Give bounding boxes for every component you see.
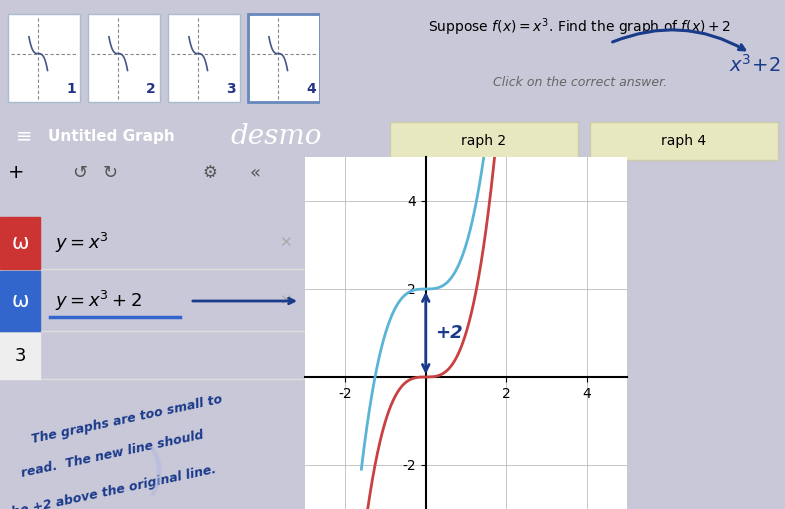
- Text: Untitled Graph: Untitled Graph: [48, 128, 175, 144]
- Text: 1: 1: [66, 82, 76, 96]
- Text: $x^3\!+\!2$: $x^3\!+\!2$: [729, 54, 781, 76]
- Text: $y=x^3+2$: $y=x^3+2$: [55, 289, 142, 313]
- Text: 2: 2: [146, 82, 156, 96]
- Text: ⚙: ⚙: [203, 164, 217, 182]
- Text: raph 4: raph 4: [662, 134, 706, 148]
- Text: +2: +2: [435, 324, 462, 342]
- Text: ✕: ✕: [279, 236, 291, 250]
- Text: be +2 above the original line.: be +2 above the original line.: [10, 463, 217, 509]
- Text: ): ): [144, 447, 166, 501]
- Bar: [8, 14, 80, 102]
- Bar: [0, 217, 40, 269]
- Text: 3: 3: [226, 82, 236, 96]
- Bar: [390, 122, 578, 160]
- Text: read.  The new line should: read. The new line should: [20, 428, 205, 480]
- Text: raph 2: raph 2: [462, 134, 506, 148]
- Text: 3: 3: [14, 347, 26, 365]
- Text: $y=x^3$: $y=x^3$: [55, 231, 108, 255]
- Text: desmo: desmo: [231, 123, 322, 150]
- Text: ≡: ≡: [16, 127, 32, 146]
- Bar: [88, 14, 160, 102]
- Text: «: «: [250, 164, 261, 182]
- Bar: [168, 14, 240, 102]
- Text: Click on the correct answer.: Click on the correct answer.: [493, 76, 667, 90]
- Text: ✕: ✕: [279, 294, 291, 308]
- Bar: [590, 122, 778, 160]
- Text: ↺: ↺: [72, 164, 88, 182]
- Bar: [0, 271, 40, 331]
- Bar: [248, 14, 320, 102]
- Text: ω: ω: [11, 291, 29, 311]
- Text: ↻: ↻: [102, 164, 118, 182]
- Text: 4: 4: [306, 82, 316, 96]
- Bar: [0, 333, 40, 379]
- Text: ω: ω: [11, 233, 29, 253]
- Text: +: +: [8, 163, 24, 183]
- Text: The graphs are too small to: The graphs are too small to: [30, 392, 223, 445]
- Text: Suppose $f(x)=x^3$. Find the graph of $f(x)+2$: Suppose $f(x)=x^3$. Find the graph of $f…: [429, 16, 732, 38]
